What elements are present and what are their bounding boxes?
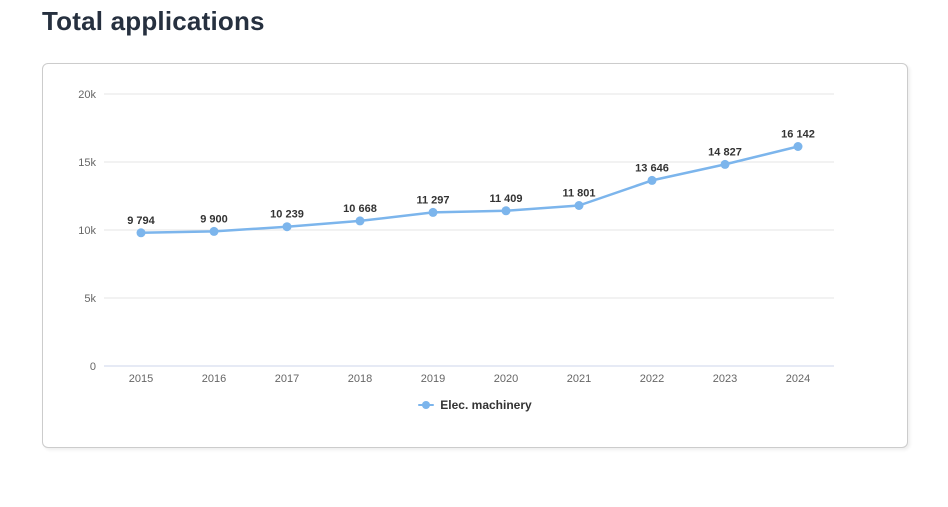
data-point[interactable] [574, 201, 584, 210]
data-point[interactable] [428, 207, 438, 217]
data-point[interactable] [282, 222, 292, 232]
legend-label: Elec. machinery [440, 398, 532, 412]
x-axis-tick-label: 2017 [275, 373, 299, 385]
x-axis-tick-label: 2021 [567, 373, 591, 385]
data-label: 16 142 [781, 129, 815, 141]
data-label: 11 801 [562, 188, 595, 200]
data-label: 11 297 [416, 194, 449, 206]
data-label: 11 409 [489, 193, 522, 205]
y-axis-tick-label: 15k [78, 157, 96, 169]
y-axis-tick-label: 20k [78, 89, 96, 101]
x-axis-tick-label: 2019 [421, 373, 445, 385]
y-axis-tick-label: 10k [78, 225, 96, 237]
data-point[interactable] [209, 226, 219, 236]
data-label: 10 668 [343, 203, 377, 215]
chart-card: 0 5k 10k 15k 20k 2015 2016 2017 2018 2019 2020 2021… [42, 63, 908, 448]
data-point[interactable] [720, 159, 730, 169]
x-axis-tick-label: 2018 [348, 373, 372, 385]
data-point[interactable] [501, 206, 511, 216]
data-point[interactable] [355, 216, 365, 226]
data-label: 9 900 [200, 213, 228, 225]
x-axis-tick-label: 2016 [202, 373, 226, 385]
x-axis-tick-label: 2015 [129, 373, 153, 385]
x-axis-tick-label: 2022 [640, 373, 664, 385]
data-label: 13 646 [635, 162, 669, 174]
legend-dot [422, 401, 431, 409]
y-axis-tick-label: 5k [84, 293, 96, 305]
series-line [139, 145, 800, 235]
data-point[interactable] [793, 142, 803, 151]
line-chart: 0 5k 10k 15k 20k 2015 2016 2017 2018 2019 2020 2021… [78, 89, 834, 385]
page-title: Total applications [42, 6, 265, 36]
data-label: 10 239 [270, 209, 304, 221]
x-axis-tick-label: 2024 [786, 373, 810, 385]
legend-line-dot-icon [418, 400, 435, 410]
data-point[interactable] [136, 228, 146, 238]
x-axis-tick-label: 2023 [713, 373, 737, 385]
data-label: 9 794 [127, 215, 155, 227]
y-axis-tick-label: 0 [90, 361, 96, 373]
data-point[interactable] [647, 175, 657, 185]
legend-item[interactable]: Elec. machinery [43, 398, 907, 412]
x-axis-tick-label: 2020 [494, 373, 518, 385]
data-label: 14 827 [708, 146, 742, 158]
